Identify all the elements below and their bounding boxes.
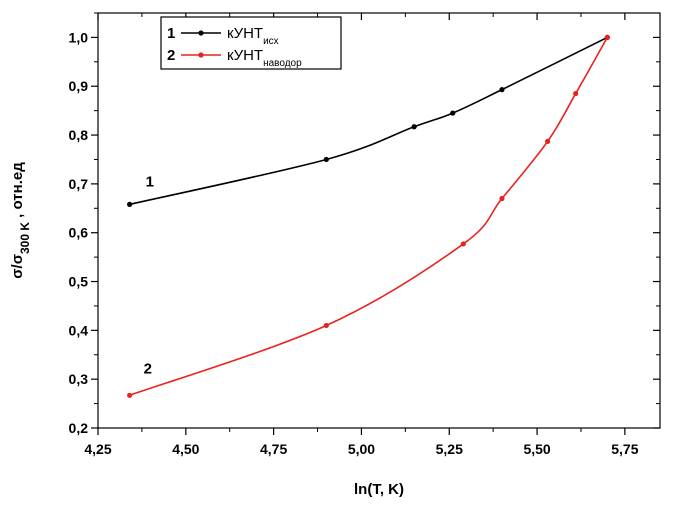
x-tick-label: 5,00: [348, 441, 375, 457]
legend-item-2: 2 кУНТнаводор: [167, 47, 302, 69]
series-1-point: [323, 156, 329, 163]
legend-number: 1: [167, 25, 175, 42]
series-2-point: [573, 90, 579, 97]
series-2-point: [604, 34, 610, 41]
legend-label-main: кУНТ: [227, 47, 263, 64]
y-tick-label: 0,4: [69, 322, 89, 338]
x-tick-label: 5,50: [523, 441, 550, 457]
series-2: 2: [127, 34, 610, 398]
series-layer: 12: [127, 34, 610, 398]
series-2-point: [127, 392, 133, 398]
curve-label-1: 1: [146, 173, 154, 190]
y-tick-label: 0,9: [69, 78, 89, 94]
legend-marker: [198, 30, 204, 36]
x-tick-label: 4,50: [172, 441, 199, 457]
y-tick-label: 0,8: [69, 127, 89, 143]
plot-border: [97, 12, 661, 429]
y-axis-title: σ/σ300 K , отн.ед: [9, 162, 32, 279]
series-2-point: [545, 138, 551, 145]
legend-label-subscript: наводор: [263, 58, 302, 69]
y-tick-label: 0,5: [69, 274, 89, 290]
y-tick-label: 0,2: [69, 420, 89, 436]
x-tick-label: 5,75: [611, 441, 638, 457]
series-1-point: [411, 124, 417, 130]
x-axis: 4,25 4,50 4,75 5,00 5,25 5,50 5,75: [84, 13, 639, 457]
series-1-point: [450, 110, 456, 116]
y-tick-label: 0,3: [69, 371, 89, 387]
series-2-line: [129, 37, 609, 397]
legend-label-subscript: исх: [263, 36, 279, 47]
series-1-line: [129, 36, 608, 206]
legend-box: [160, 16, 342, 70]
legend-number: 2: [167, 47, 175, 64]
y-axis: 0,2 0,3 0,4 0,5 0,6 0,7 0,8 0,9 1,0: [69, 12, 660, 436]
legend-label-main: кУНТ: [227, 25, 263, 42]
legend-label: кУНТисх: [227, 25, 279, 47]
legend-label: кУНТнаводор: [227, 47, 302, 69]
series-2-point: [499, 195, 505, 202]
y-axis-title-suffix: , отн.ед: [9, 162, 26, 222]
plot-frame: [97, 12, 661, 429]
y-axis-title-prefix: σ/σ: [9, 254, 26, 279]
x-tick-label: 4,75: [260, 441, 287, 457]
y-tick-label: 0,7: [69, 176, 89, 192]
curve-label-2: 2: [144, 360, 152, 377]
x-tick-label: 5,25: [436, 441, 463, 457]
y-tick-label: 1,0: [69, 29, 89, 45]
y-axis-title-subscript: 300 K: [18, 222, 32, 254]
series-1-point: [127, 201, 133, 207]
legend-marker: [198, 52, 204, 58]
legend-item-1: 1 кУНТисх: [167, 25, 279, 47]
y-tick-label: 0,6: [69, 225, 89, 241]
x-tick-label: 4,25: [84, 441, 111, 457]
x-axis-title: ln(T, K): [354, 481, 404, 498]
series-2-point: [323, 322, 329, 329]
series-2-point: [460, 241, 466, 247]
series-1-point: [499, 87, 505, 93]
